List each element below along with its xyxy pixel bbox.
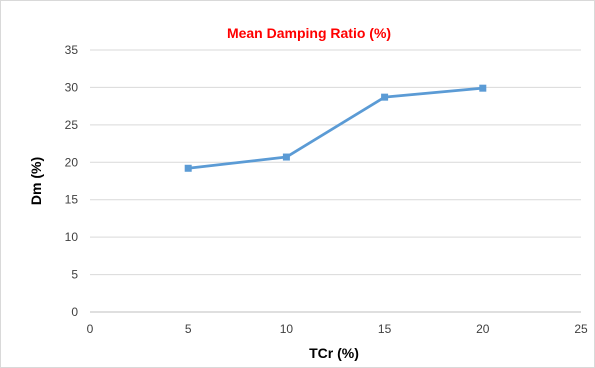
chart-title: Mean Damping Ratio (%)	[227, 25, 391, 41]
x-tick-label: 25	[574, 322, 588, 336]
x-tick-labels: 0 5 10 15 20 25	[87, 322, 588, 336]
x-tick-label: 5	[185, 322, 192, 336]
y-tick-label: 20	[65, 155, 79, 169]
data-point-marker	[479, 84, 487, 92]
x-tick-label: 15	[378, 322, 392, 336]
series-line	[186, 86, 485, 170]
y-tick-label: 15	[65, 193, 79, 207]
y-tick-label: 5	[71, 268, 78, 282]
data-point-marker	[381, 93, 389, 101]
y-axis-title: Dm (%)	[28, 157, 44, 205]
y-tick-label: 25	[65, 118, 79, 132]
y-tick-label: 35	[65, 43, 79, 57]
x-tick-label: 0	[87, 322, 94, 336]
series-group	[184, 84, 487, 172]
y-tick-labels: 0 5 10 15 20 25 30 35	[65, 43, 79, 319]
data-point-marker	[184, 164, 192, 172]
y-tick-label: 0	[71, 305, 78, 319]
grid-lines	[90, 49, 581, 313]
y-tick-label: 30	[65, 80, 79, 94]
x-tick-label: 10	[280, 322, 294, 336]
x-axis-title: TCr (%)	[309, 345, 359, 361]
x-tick-label: 20	[476, 322, 490, 336]
y-tick-label: 10	[65, 230, 79, 244]
data-point-marker	[282, 153, 290, 161]
